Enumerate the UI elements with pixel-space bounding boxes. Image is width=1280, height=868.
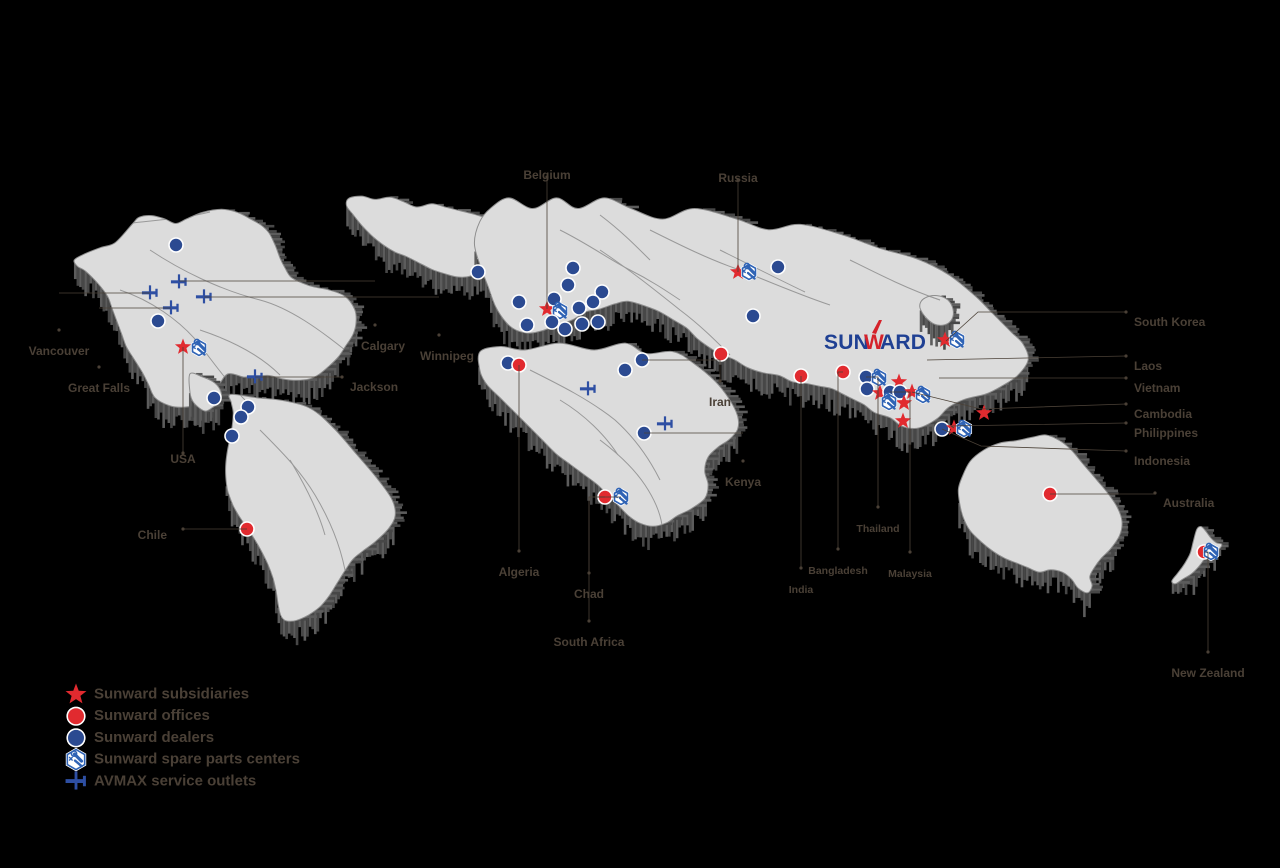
- svg-text:Chile: Chile: [138, 528, 168, 542]
- svg-text:Cambodia: Cambodia: [1134, 407, 1192, 421]
- svg-text:Bangladesh: Bangladesh: [808, 565, 868, 577]
- svg-text:Laos: Laos: [1134, 359, 1162, 373]
- svg-text:Vietnam: Vietnam: [1134, 381, 1180, 395]
- svg-text:Philippines: Philippines: [1134, 426, 1198, 440]
- svg-text:Kenya: Kenya: [725, 475, 761, 489]
- svg-text:Sunward offices: Sunward offices: [94, 707, 210, 724]
- svg-text:South Africa: South Africa: [554, 635, 625, 649]
- svg-text:Sunward dealers: Sunward dealers: [94, 729, 214, 746]
- svg-text:India: India: [789, 584, 814, 596]
- svg-text:Sunward spare parts centers: Sunward spare parts centers: [94, 751, 300, 768]
- svg-text:New Zealand: New Zealand: [1171, 666, 1244, 680]
- svg-text:South Korea: South Korea: [1134, 315, 1206, 329]
- svg-text:Algeria: Algeria: [499, 565, 540, 579]
- svg-text:Russia: Russia: [718, 171, 758, 185]
- svg-text:Iran: Iran: [709, 395, 731, 409]
- svg-text:Sunward subsidiaries: Sunward subsidiaries: [94, 686, 249, 703]
- svg-text:Australia: Australia: [1163, 496, 1215, 510]
- svg-text:SUN: SUN: [824, 331, 869, 354]
- svg-text:Belgium: Belgium: [523, 168, 570, 182]
- svg-text:AVMAX service outlets: AVMAX service outlets: [94, 772, 256, 789]
- svg-text:Indonesia: Indonesia: [1134, 454, 1190, 468]
- svg-text:USA: USA: [170, 452, 196, 466]
- svg-text:Winnipeg: Winnipeg: [420, 349, 474, 363]
- svg-text:ARD: ARD: [880, 331, 926, 354]
- svg-text:Chad: Chad: [574, 587, 604, 601]
- svg-text:Thailand: Thailand: [856, 523, 899, 535]
- svg-text:Jackson: Jackson: [350, 380, 398, 394]
- svg-text:Great Falls: Great Falls: [68, 381, 130, 395]
- svg-text:Calgary: Calgary: [361, 339, 405, 353]
- svg-text:Malaysia: Malaysia: [888, 568, 932, 580]
- svg-text:Vancouver: Vancouver: [29, 344, 90, 358]
